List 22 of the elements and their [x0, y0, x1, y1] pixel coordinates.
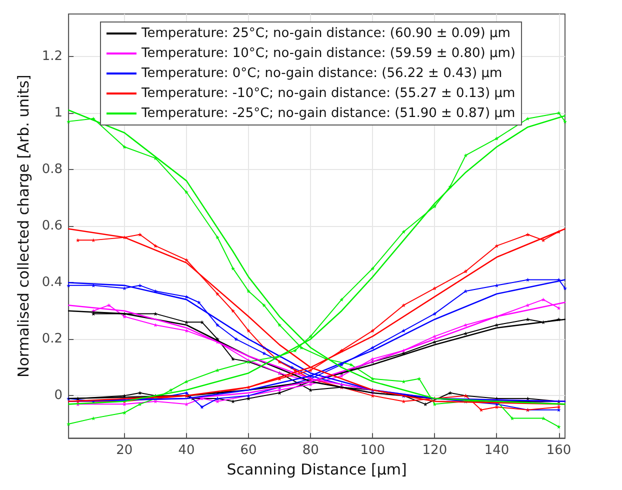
y-tick-label: 1	[54, 105, 63, 120]
y-tick-label: 0.4	[42, 275, 63, 290]
x-tick-label: 60	[240, 443, 257, 458]
legend-label: Temperature: 0°C; no-gain distance: (56.22 ± 0.43) μm	[140, 66, 502, 81]
x-tick-label: 140	[484, 443, 510, 458]
x-tick-label: 160	[546, 443, 572, 458]
y-tick-label: 0.2	[42, 332, 63, 347]
x-tick-label: 80	[302, 443, 319, 458]
y-tick-label: 0.6	[42, 218, 63, 234]
x-tick-label: 100	[360, 443, 386, 458]
x-axis-title: Scanning Distance [μm]	[226, 460, 407, 478]
y-tick-label: 0	[54, 388, 63, 404]
legend-label: Temperature: -10°C; no-gain distance: (55.27 ± 0.13) μm	[140, 86, 516, 101]
legend-label: Temperature: 25°C; no-gain distance: (60.90 ± 0.09) μm	[140, 26, 510, 41]
x-tick-label: 20	[116, 443, 133, 458]
x-tick-label: 120	[422, 443, 448, 458]
x-tick-label: 40	[178, 443, 195, 458]
y-tick-label: 0.8	[42, 162, 63, 178]
y-tick-label: 1.2	[42, 48, 63, 64]
legend-label: Temperature: 10°C; no-gain distance: (59.59 ± 0.80) μm)	[140, 46, 516, 61]
legend-label: Temperature: -25°C; no-gain distance: (51.90 ± 0.87) μm	[140, 106, 516, 121]
y-axis-title: Normalised collected charge [Arb. units]	[14, 74, 32, 378]
